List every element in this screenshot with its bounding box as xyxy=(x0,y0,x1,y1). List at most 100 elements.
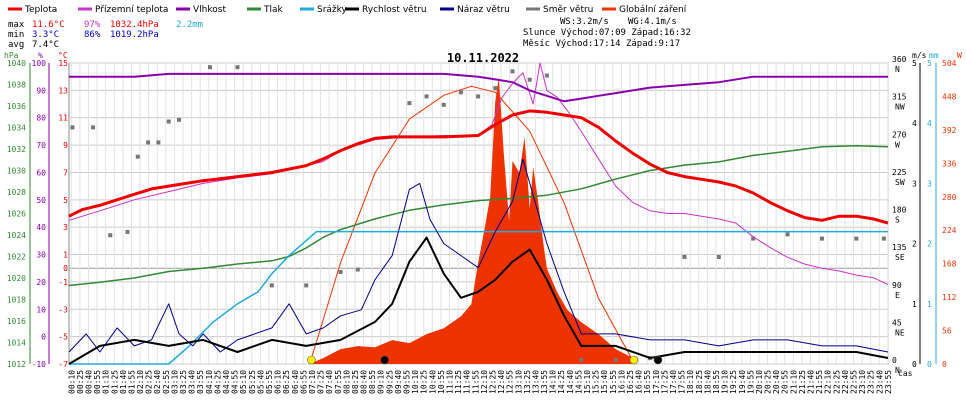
time-tick-label: 17:40 xyxy=(669,370,678,394)
pct-tick-label: 20 xyxy=(36,278,46,287)
dir-tick-label: 90 xyxy=(892,281,902,290)
wind-dir-point xyxy=(544,73,549,78)
time-tick-label: 17:55 xyxy=(678,370,687,394)
time-tick-label: 00:25 xyxy=(76,370,85,394)
time-tick-label: 22:10 xyxy=(824,370,833,394)
time-tick-label: 16:10 xyxy=(617,370,626,394)
wind-dir-point xyxy=(304,283,309,288)
time-tick-label: 11:10 xyxy=(446,370,455,394)
wind-dir-point xyxy=(177,117,182,122)
time-tick-label: 13:25 xyxy=(523,370,532,394)
legend-label: Směr větru xyxy=(543,5,593,15)
time-tick-label: 09:25 xyxy=(385,370,394,394)
time-tick-label: 12:10 xyxy=(480,370,489,394)
time-tick-label: 22:40 xyxy=(841,370,850,394)
pct-tick-label: 70 xyxy=(36,141,46,150)
time-tick-label: 02:55 xyxy=(162,370,171,394)
c-tick-label: -5 xyxy=(58,333,68,342)
legend-label: Tlak xyxy=(263,5,284,15)
w-tick-label: 392 xyxy=(942,126,957,135)
hpa-tick-label: 1020 xyxy=(7,274,26,283)
time-tick-label: 18:25 xyxy=(695,370,704,394)
time-tick-label: 18:10 xyxy=(686,370,695,394)
time-tick-label: 09:10 xyxy=(377,370,386,394)
pct-unit: % xyxy=(38,51,43,60)
time-tick-label: 16:55 xyxy=(643,370,652,394)
time-tick-label: 11:25 xyxy=(454,370,463,394)
dir-compass-label: W xyxy=(895,140,900,149)
mm-tick-label: 5 xyxy=(927,59,932,68)
pct-tick-label: 0 xyxy=(41,333,46,342)
time-tick-label: 04:40 xyxy=(222,370,231,394)
time-axis-label: čas xyxy=(898,368,913,378)
dir-compass-label: S xyxy=(895,216,900,225)
time-tick-label: 17:25 xyxy=(660,370,669,394)
time-tick-label: 06:55 xyxy=(299,370,308,394)
time-tick-label: 01:10 xyxy=(102,370,111,394)
hpa-tick-label: 1012 xyxy=(7,360,26,369)
time-tick-label: 10:40 xyxy=(428,370,437,394)
time-tick-label: 19:55 xyxy=(746,370,755,394)
wind-dir-point xyxy=(269,283,274,288)
pct-tick-label: 60 xyxy=(36,168,46,177)
legend-label: Přízemní teplota xyxy=(95,5,168,15)
c-tick-label: -3 xyxy=(58,305,68,314)
chart-title: 10.11.2022 xyxy=(447,51,519,65)
mm-tick-label: 1 xyxy=(927,300,932,309)
time-tick-label: 18:40 xyxy=(703,370,712,394)
humidity-line xyxy=(69,72,888,103)
c-tick-label: 11 xyxy=(58,114,68,123)
hpa-unit: hPa xyxy=(4,51,19,60)
time-tick-label: 03:55 xyxy=(196,370,205,394)
time-tick-label: 19:10 xyxy=(721,370,730,394)
stat-min-label: min xyxy=(8,30,24,40)
info-mesic: Měsíc Východ:17:14 Západ:9:17 xyxy=(523,39,680,49)
wind-dir-point xyxy=(424,94,429,99)
mm-tick-label: 2 xyxy=(927,240,932,249)
legend-label: Srážky xyxy=(317,5,348,15)
time-tick-label: 00:10 xyxy=(67,370,76,394)
time-tick-label: 03:10 xyxy=(170,370,179,394)
wind-dir-point xyxy=(613,357,618,362)
stat-max-hum: 97% xyxy=(84,20,101,30)
time-tick-label: 05:40 xyxy=(256,370,265,394)
time-tick-label: 09:55 xyxy=(403,370,412,394)
dir-compass-label: NE xyxy=(895,328,905,337)
time-tick-label: 01:55 xyxy=(127,370,136,394)
ms-tick-label: 4 xyxy=(912,119,917,128)
legend-label: Globální záření xyxy=(619,5,687,15)
wind-dir-point xyxy=(751,236,756,241)
time-tick-label: 13:55 xyxy=(540,370,549,394)
wind-dir-point xyxy=(493,86,498,91)
w-tick-label: 336 xyxy=(942,159,957,168)
w-tick-label: 280 xyxy=(942,193,957,202)
time-tick-label: 21:25 xyxy=(798,370,807,394)
time-tick-label: 07:40 xyxy=(325,370,334,394)
time-tick-label: 15:10 xyxy=(583,370,592,394)
w-tick-label: 168 xyxy=(942,260,957,269)
mm-tick-label: 0 xyxy=(927,360,932,369)
time-tick-label: 15:40 xyxy=(600,370,609,394)
legend-label: Náraz větru xyxy=(457,5,510,15)
c-tick-label: 7 xyxy=(63,168,68,177)
stat-max-label: max xyxy=(8,20,25,30)
c-tick-label: 5 xyxy=(63,196,68,205)
time-tick-label: 04:10 xyxy=(205,370,214,394)
mm-tick-label: 3 xyxy=(927,179,932,188)
time-tick-label: 18:55 xyxy=(712,370,721,394)
pct-tick-label: 100 xyxy=(32,59,47,68)
time-tick-label: 23:40 xyxy=(875,370,884,394)
pressure-line xyxy=(68,145,889,287)
dir-tick-label: 45 xyxy=(892,318,902,327)
time-tick-label: 14:55 xyxy=(574,370,583,394)
c-tick-label: 1 xyxy=(63,251,68,260)
wind-dir-point xyxy=(135,154,140,159)
time-tick-label: 14:25 xyxy=(557,370,566,394)
stat-min-hum: 86% xyxy=(84,30,101,40)
pct-tick-label: 40 xyxy=(36,223,46,232)
c-tick-label: 15 xyxy=(58,59,68,68)
c-tick-label: -1 xyxy=(58,278,68,287)
wind-dir-point xyxy=(207,65,212,70)
wind-dir-point xyxy=(355,267,360,272)
stat-avg-temp: 7.4°C xyxy=(32,40,59,50)
